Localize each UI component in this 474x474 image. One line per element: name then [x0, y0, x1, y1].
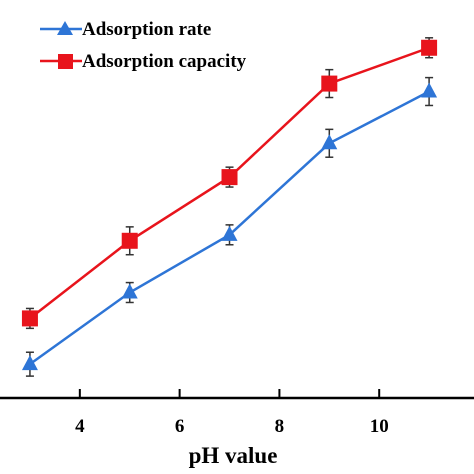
x-axis-ticks: 4 6 8 10 — [75, 389, 389, 437]
data-point-square — [321, 75, 338, 92]
legend-marker-square — [58, 54, 73, 69]
legend-marker-triangle — [57, 21, 73, 35]
data-point-triangle — [221, 225, 238, 241]
legend-label-adsorption-rate: Adsorption rate — [82, 19, 211, 40]
data-point-square — [421, 39, 438, 56]
x-tick-label: 8 — [275, 416, 285, 437]
data-point-square — [121, 232, 138, 249]
legend: Adsorption rate Adsorption capacity — [40, 19, 247, 72]
data-point-triangle — [21, 355, 38, 371]
data-point-triangle — [321, 134, 338, 150]
data-point-triangle — [121, 283, 138, 299]
data-point-triangle — [421, 82, 438, 98]
x-tick-label: 4 — [75, 416, 85, 437]
data-point-square — [21, 310, 38, 327]
x-tick-label: 10 — [370, 416, 389, 437]
legend-item-adsorption-rate: Adsorption rate — [40, 19, 211, 40]
plot-area: 4 6 8 10 — [0, 37, 474, 437]
legend-label-adsorption-capacity: Adsorption capacity — [82, 51, 247, 72]
series-layer — [21, 37, 438, 377]
x-axis-label: pH value — [189, 443, 278, 468]
x-tick-label: 6 — [175, 416, 185, 437]
legend-item-adsorption-capacity: Adsorption capacity — [40, 51, 247, 72]
data-point-square — [221, 169, 238, 186]
